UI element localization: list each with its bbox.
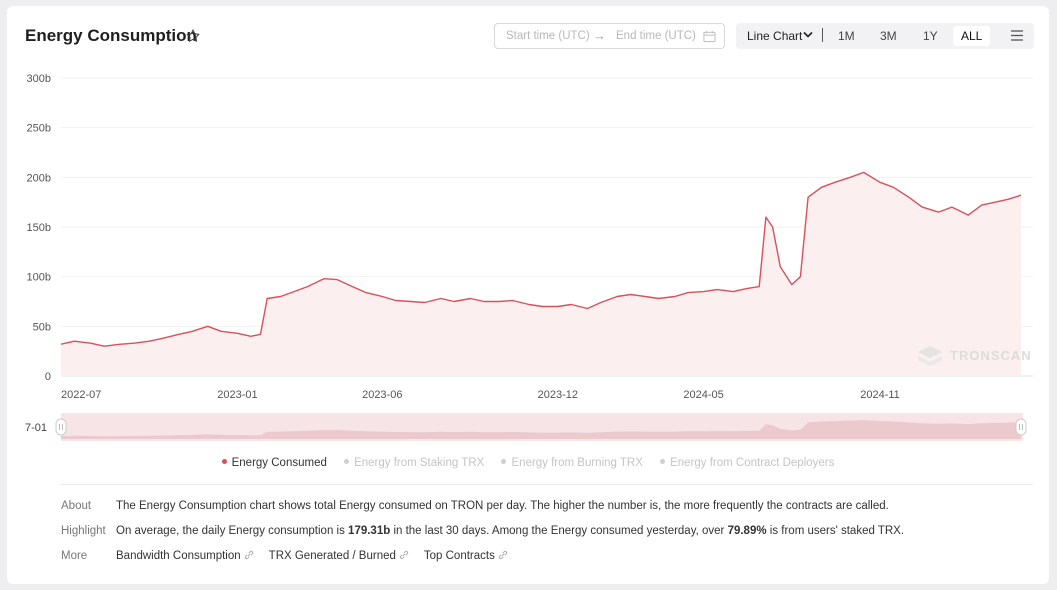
end-time-input[interactable]: End time (UTC) — [616, 30, 696, 42]
info-divider — [61, 484, 1033, 485]
page-title: Energy Consumption — [25, 26, 197, 45]
more-links: Bandwidth Consumption TRX Generated / Bu… — [116, 550, 520, 562]
toolbar-divider — [822, 28, 823, 42]
link-top-contracts[interactable]: Top Contracts — [424, 550, 508, 562]
y-tick-label: 150b — [27, 222, 51, 234]
start-time-input[interactable]: Start time (UTC) — [506, 30, 590, 42]
legend-item-energy-from-burning[interactable]: Energy from Burning TRX — [501, 457, 643, 469]
slider-start-label: 7-01 — [25, 422, 47, 434]
highlight-text: On average, the daily Energy consumption… — [116, 525, 904, 537]
highlight-text-part: On average, the daily Energy consumption… — [116, 525, 349, 537]
legend-item-energy-consumed[interactable]: Energy Consumed — [221, 457, 327, 469]
watermark: TRONSCAN — [918, 346, 1032, 366]
chart-legend: Energy Consumed Energy from Staking TRX … — [7, 457, 1049, 469]
arrow-right-icon: → — [593, 28, 606, 43]
legend-label: Energy from Burning TRX — [511, 457, 643, 469]
slider-handle-right[interactable] — [1015, 418, 1027, 436]
more-label: More — [61, 550, 88, 562]
legend-dot — [344, 459, 350, 464]
link-label[interactable]: Bandwidth Consumption — [116, 550, 241, 562]
range-1y-button[interactable]: 1Y — [923, 29, 938, 43]
legend-dot — [660, 459, 666, 464]
legend-dot — [221, 459, 227, 464]
time-range-picker[interactable]: Start time (UTC) → End time (UTC) — [494, 23, 725, 49]
x-tick-label: 2023-06 — [362, 389, 402, 401]
about-text: The Energy Consumption chart shows total… — [116, 500, 889, 512]
y-tick-label: 50b — [33, 321, 51, 333]
x-axis: 2022-07 2023-01 2023-06 2023-12 2024-05 2024-… — [61, 389, 900, 401]
chart-toolbar: Line Chart 1M 3M 1Y ALL — [736, 23, 1034, 49]
legend-label: Energy Consumed — [231, 457, 327, 469]
series-line-energy-consumed — [60, 171, 1022, 347]
slider-handle-left[interactable] — [55, 418, 67, 436]
link-icon — [399, 550, 408, 560]
highlight-percent-value: 79.89% — [727, 525, 767, 537]
slider-mini-series — [61, 420, 1021, 439]
watermark-text: TRONSCAN — [950, 348, 1032, 363]
zoom-slider[interactable]: 7-01 — [25, 413, 1027, 441]
link-bandwidth-consumption[interactable]: Bandwidth Consumption — [116, 550, 254, 562]
x-tick-label: 2022-07 — [61, 389, 101, 401]
star-icon[interactable] — [185, 28, 201, 44]
highlight-label: Highlight — [61, 525, 106, 537]
legend-label: Energy from Staking TRX — [354, 457, 485, 469]
range-1m-button[interactable]: 1M — [838, 29, 855, 43]
y-tick-label: 100b — [27, 272, 51, 284]
range-all-button[interactable]: ALL — [953, 26, 991, 46]
range-3m-button[interactable]: 3M — [880, 29, 897, 43]
link-trx-generated-burned[interactable]: TRX Generated / Burned — [269, 550, 409, 562]
x-tick-label: 2023-01 — [217, 389, 257, 401]
y-tick-label: 200b — [27, 172, 51, 184]
link-label[interactable]: TRX Generated / Burned — [268, 550, 396, 562]
legend-dot — [501, 459, 507, 464]
about-label: About — [61, 500, 92, 512]
calendar-icon[interactable] — [703, 30, 716, 43]
chevron-down-icon[interactable] — [803, 31, 813, 39]
tronscan-logo-icon — [918, 346, 942, 366]
highlight-average-value: 179.31b — [348, 525, 391, 537]
series-area-energy-consumed — [61, 172, 1021, 376]
x-tick-label: 2024-05 — [683, 389, 723, 401]
y-tick-label: 250b — [27, 123, 51, 135]
legend-item-energy-from-staking[interactable]: Energy from Staking TRX — [344, 457, 484, 469]
y-tick-label: 300b — [27, 73, 51, 85]
x-tick-label: 2023-12 — [538, 389, 578, 401]
legend-label: Energy from Contract Deployers — [670, 457, 835, 469]
y-axis: 0 50b 100b 150b 200b 250b 300b — [27, 73, 51, 383]
link-icon — [244, 550, 253, 560]
x-tick-label: 2024-11 — [860, 389, 900, 401]
highlight-text-part: is from users' staked TRX. — [766, 525, 905, 537]
highlight-text-part: in the last 30 days. Among the Energy co… — [390, 525, 728, 537]
chart-type-select[interactable]: Line Chart — [747, 29, 803, 43]
legend-item-energy-from-deployers[interactable]: Energy from Contract Deployers — [660, 457, 834, 469]
link-label[interactable]: Top Contracts — [423, 550, 495, 562]
y-tick-label: 0 — [45, 371, 51, 383]
chart-card: Energy Consumption Start time (UTC) → En… — [7, 6, 1049, 584]
link-icon — [498, 550, 507, 560]
menu-icon[interactable] — [1011, 30, 1023, 41]
